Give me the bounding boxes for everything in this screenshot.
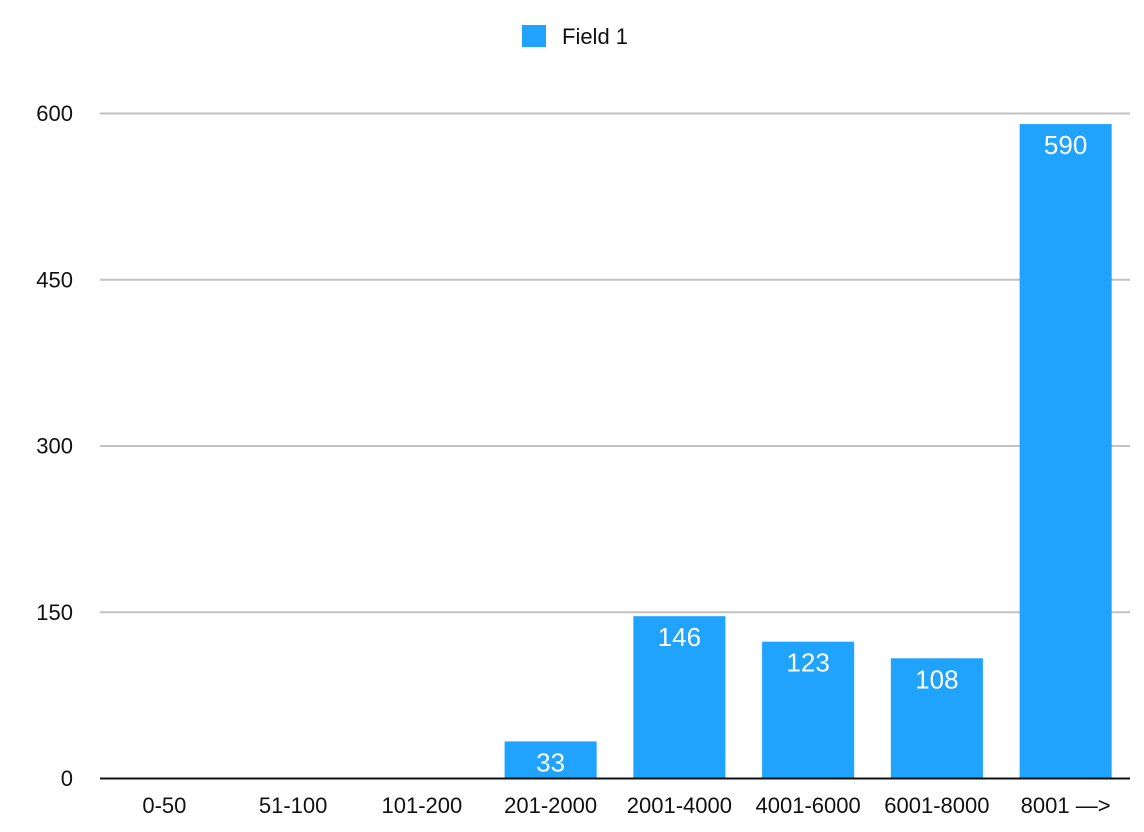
bar-value-label: 108	[915, 664, 958, 694]
legend-swatch	[522, 25, 546, 47]
x-tick-label: 0-50	[142, 793, 186, 818]
bar	[1019, 124, 1112, 779]
x-tick-label: 6001-8000	[884, 793, 989, 818]
y-tick-label: 150	[36, 600, 73, 625]
x-tick-label: 2001-4000	[627, 793, 732, 818]
legend: Field 1	[522, 24, 628, 49]
bar	[633, 616, 726, 778]
y-tick-label: 600	[36, 101, 73, 126]
bars	[504, 124, 1112, 779]
x-axis-ticks: 0-50 51-100 101-200 201-2000 2001-4000 4001-6…	[142, 793, 1110, 818]
bar-value-label: 123	[786, 648, 829, 678]
x-tick-label: 101-200	[382, 793, 463, 818]
y-tick-label: 0	[61, 766, 73, 791]
x-tick-label: 4001-6000	[756, 793, 861, 818]
bar	[890, 658, 983, 778]
x-tick-label: 8001 —>	[1021, 793, 1111, 818]
x-tick-label: 201-2000	[504, 793, 597, 818]
bar-value-label: 146	[658, 622, 701, 652]
bar	[762, 641, 855, 778]
x-tick-label: 51-100	[259, 793, 328, 818]
bar-value-label: 590	[1044, 130, 1087, 160]
legend-label: Field 1	[562, 24, 628, 49]
y-axis-ticks: 0 150 300 450 600	[36, 101, 73, 791]
gridlines	[100, 112, 1130, 614]
y-tick-label: 450	[36, 267, 73, 292]
y-tick-label: 300	[36, 434, 73, 459]
bar	[504, 741, 597, 778]
data-labels: 33 146 123 108 590	[536, 130, 1087, 777]
bar-value-label: 33	[536, 747, 565, 777]
